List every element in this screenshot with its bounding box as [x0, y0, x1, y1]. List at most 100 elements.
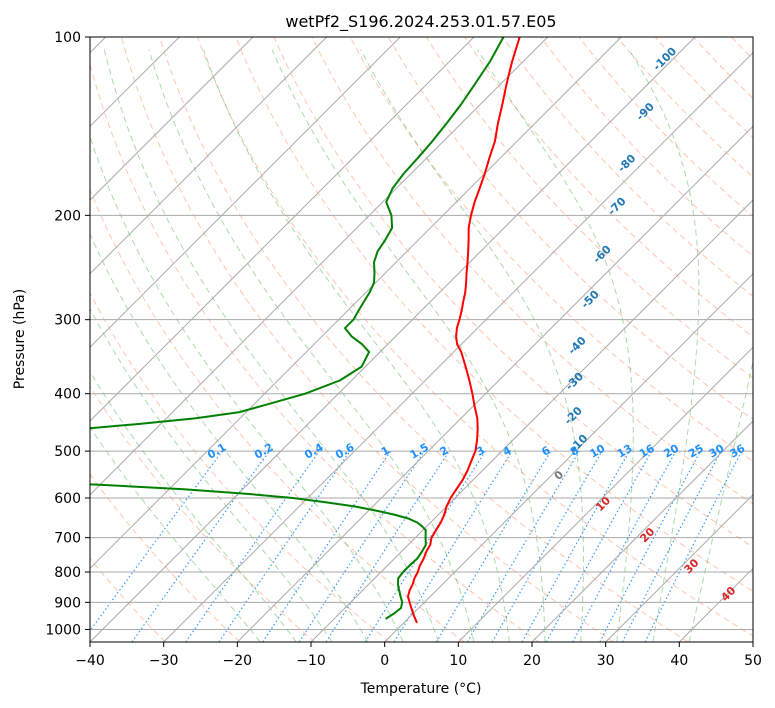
y-tick-label: 900	[54, 595, 81, 611]
dry-adiabat	[90, 292, 390, 642]
mixing-ratio-line	[262, 450, 392, 642]
y-tick-label: 800	[54, 565, 81, 581]
chart-title: wetPf2_S196.2024.253.01.57.E05	[285, 12, 556, 32]
dry-adiabat	[90, 62, 540, 642]
y-tick-label: 500	[54, 444, 81, 460]
isotherm-line	[678, 567, 753, 642]
moist-adiabat-label: -30	[563, 370, 586, 393]
mixing-ratio-label: 0.6	[333, 440, 357, 461]
x-tick-label: 50	[744, 653, 762, 669]
x-tick-label: −20	[223, 653, 253, 669]
isotherm-line	[90, 37, 401, 349]
dry-adiabat	[159, 37, 689, 642]
mixing-ratio-line	[599, 450, 702, 642]
isotherm-line	[531, 420, 753, 642]
moist-adiabat	[688, 359, 753, 642]
moist-adiabat	[203, 49, 510, 642]
dry-adiabat	[578, 37, 753, 218]
plot-area: 0.1 0.2 0.4 0.6 1 1.5 2 3 4 6 8 10 13 16 20 25 30 36-100-…	[90, 37, 753, 642]
y-tick-label: 1000	[45, 622, 81, 638]
dry-adiabat	[273, 37, 753, 548]
moist-adiabat	[148, 49, 475, 642]
mixing-ratio-line	[644, 450, 743, 642]
moist-adiabat-label: 40	[718, 584, 738, 604]
isotherm-line	[90, 37, 549, 496]
dry-adiabat	[90, 385, 316, 642]
x-tick-label: 20	[523, 653, 541, 669]
temperature-profile	[407, 37, 521, 624]
moist-adiabat	[271, 49, 546, 642]
mixing-ratio-label: 0.1	[205, 441, 228, 462]
mixing-ratio-label: 13	[615, 442, 635, 461]
mixing-ratio-line	[521, 450, 631, 642]
mixing-ratio-line	[218, 450, 351, 642]
x-tick-label: −30	[149, 653, 179, 669]
dry-adiabat	[349, 37, 753, 462]
moist-adiabat	[103, 49, 439, 642]
y-tick-label: 600	[54, 491, 81, 507]
x-axis-label: Temperature (°C)	[360, 681, 482, 697]
moist-adiabat	[628, 49, 700, 642]
isotherm-line	[90, 37, 696, 642]
dry-adiabat	[425, 37, 753, 379]
moist-adiabat	[90, 426, 261, 642]
mixing-ratio-line	[393, 450, 513, 642]
mixing-ratio-label: 16	[637, 442, 657, 461]
plot-frame	[89, 36, 754, 643]
moist-adiabat	[360, 49, 584, 642]
mixing-ratio-lines	[90, 450, 743, 642]
mixing-ratio-line	[90, 450, 223, 632]
x-tick-label: 0	[380, 653, 389, 669]
moist-adiabat-label: -20	[562, 404, 585, 427]
moist-adiabat-label: -90	[634, 100, 657, 123]
mixing-ratio-line	[185, 450, 320, 642]
isotherm-line	[90, 37, 475, 422]
isotherm-line	[605, 493, 753, 642]
moist-adiabat	[90, 307, 333, 642]
isobar-grid	[90, 37, 753, 630]
dry-adiabat	[540, 37, 753, 257]
profile-series	[90, 37, 521, 624]
isotherm-grid	[90, 37, 753, 642]
y-axis-ticks: 100 200 300 400 500 600 700 800 900 1000	[45, 30, 90, 638]
dry-adiabat	[235, 37, 753, 592]
isotherm-line	[752, 641, 753, 642]
mixing-ratio-line	[572, 450, 677, 642]
mixing-ratio-label: 10	[587, 442, 607, 461]
moist-adiabat-label: -70	[605, 194, 628, 217]
mixing-ratio-line	[298, 450, 425, 642]
y-axis-label: Pressure (hPa)	[12, 289, 28, 389]
x-tick-label: 40	[670, 653, 688, 669]
mixing-ratio-label: 25	[686, 442, 706, 461]
moist-adiabat-label: 20	[637, 525, 657, 545]
y-tick-label: 700	[54, 531, 81, 547]
x-tick-label: −40	[75, 653, 105, 669]
line-labels: 0.1 0.2 0.4 0.6 1 1.5 2 3 4 6 8 10 13 16 20 25 30 36-100-…	[205, 44, 747, 604]
moist-adiabat-label: 30	[682, 556, 702, 576]
mixing-ratio-line	[325, 450, 450, 642]
moist-adiabats	[90, 49, 753, 642]
mixing-ratio-label: 20	[661, 442, 681, 461]
moist-adiabat	[90, 135, 404, 642]
isotherm-line	[90, 37, 622, 570]
x-tick-label: 30	[597, 653, 615, 669]
y-tick-label: 400	[54, 387, 81, 403]
y-tick-label: 300	[54, 313, 81, 329]
moist-adiabat-label: -60	[590, 242, 613, 265]
dewpoint-profile	[90, 37, 505, 620]
isotherm-line	[236, 125, 753, 642]
y-tick-label: 200	[54, 208, 81, 224]
mixing-ratio-line	[435, 450, 552, 642]
moist-adiabat	[90, 232, 369, 642]
mixing-ratio-line	[131, 450, 270, 642]
mixing-ratio-line	[621, 450, 722, 642]
y-tick-label: 100	[54, 30, 81, 46]
isotherm-line	[90, 37, 254, 201]
dry-adiabat	[464, 37, 753, 338]
mixing-ratio-label: 1.5	[408, 441, 431, 462]
x-tick-label: 10	[449, 653, 467, 669]
mixing-ratio-label: 30	[707, 442, 727, 461]
moist-adiabat-label: 10	[593, 494, 613, 514]
x-axis-ticks: −40 −30 −20 −10 0 10 20 30 40 50	[75, 642, 762, 669]
